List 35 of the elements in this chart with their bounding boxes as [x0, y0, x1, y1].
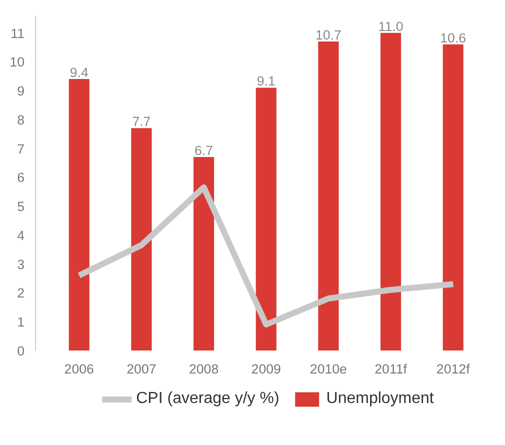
y-tick-label: 4 — [17, 228, 26, 243]
bar — [256, 88, 276, 350]
data-label: 11.0 — [378, 18, 404, 34]
y-tick-label: 1 — [17, 314, 25, 330]
y-tick-label: 6 — [17, 170, 25, 186]
y-tick-label: 7 — [17, 141, 25, 156]
x-tick-label: 2007 — [126, 362, 156, 376]
y-tick-label: 11 — [10, 26, 25, 41]
x-tick-label: 2006 — [64, 362, 94, 376]
data-label: 7.7 — [132, 114, 151, 130]
x-tick-label: 2010e — [310, 362, 347, 376]
y-tick-label: 5 — [17, 199, 25, 214]
y-tick-label: 2 — [17, 286, 25, 301]
y-tick-label: 9 — [17, 84, 25, 99]
x-tick-label: 2012f — [436, 362, 470, 376]
bar — [380, 32, 402, 350]
bar — [131, 128, 152, 350]
x-tick-label: 2011f — [374, 362, 408, 376]
legend-label: Unemployment — [326, 390, 434, 408]
y-tick-label: 10 — [10, 54, 25, 70]
data-label: 10.6 — [440, 30, 466, 46]
data-label: 9.4 — [70, 65, 89, 80]
bar — [442, 44, 464, 350]
y-tick-label: 3 — [17, 256, 25, 272]
bar — [194, 157, 214, 350]
data-label: 10.7 — [315, 27, 342, 42]
x-tick-label: 2008 — [188, 362, 219, 376]
y-tick-label: 8 — [17, 112, 25, 128]
data-label: 9.1 — [256, 74, 276, 89]
legend-label: CPI (average y/y %) — [136, 390, 280, 408]
x-tick-label: 2009 — [251, 362, 281, 376]
data-label: 6.7 — [194, 143, 214, 158]
y-tick-label: 0 — [17, 344, 25, 358]
bar — [68, 79, 90, 350]
bar — [318, 41, 339, 350]
